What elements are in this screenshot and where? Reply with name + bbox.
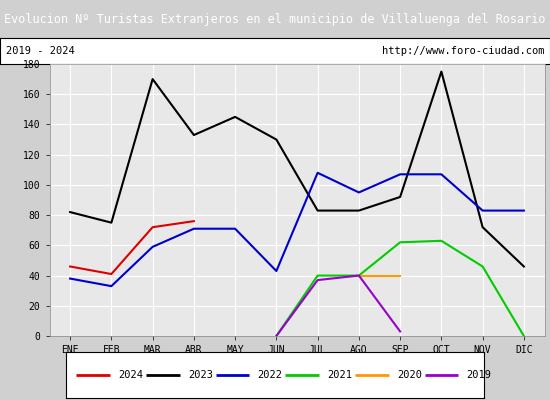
Text: 2021: 2021 [327,370,352,380]
Text: 2019: 2019 [466,370,492,380]
Text: http://www.foro-ciudad.com: http://www.foro-ciudad.com [382,46,544,56]
Text: 2024: 2024 [118,370,143,380]
Text: 2019 - 2024: 2019 - 2024 [6,46,74,56]
Text: 2020: 2020 [397,370,422,380]
Text: Evolucion Nº Turistas Extranjeros en el municipio de Villaluenga del Rosario: Evolucion Nº Turistas Extranjeros en el … [4,12,546,26]
Text: 2022: 2022 [257,370,283,380]
Text: 2023: 2023 [188,370,213,380]
